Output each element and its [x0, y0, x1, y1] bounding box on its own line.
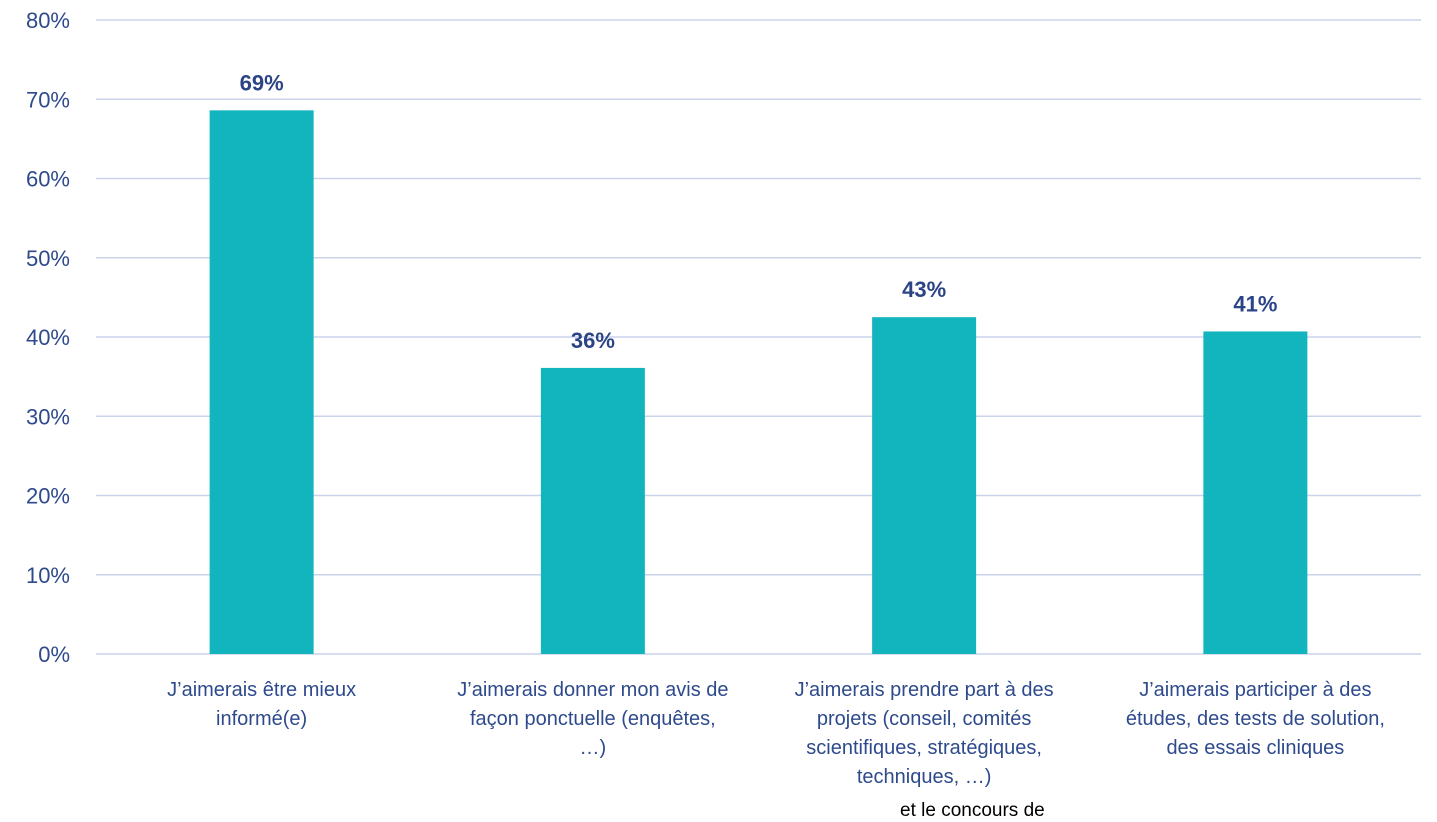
y-tick-label: 80% [26, 8, 70, 33]
data-labels: 69% 36% 43% 41% [240, 70, 1278, 353]
x-tick-label: J’aimerais prendre part à des projets (co… [795, 679, 1054, 788]
x-tick-label: J’aimerais être mieux informé(e) [167, 679, 356, 730]
gridlines [96, 19, 1421, 655]
bar [872, 317, 977, 654]
bar [209, 110, 314, 655]
data-label: 36% [571, 328, 615, 353]
y-tick-label: 20% [26, 484, 70, 509]
x-tick-label: J’aimerais participer à des études, des t… [1126, 679, 1385, 759]
x-tick-label: J’aimerais donner mon avis de façon ponct… [457, 679, 728, 759]
bars [209, 110, 1308, 655]
data-label: 41% [1233, 291, 1277, 316]
bar [540, 367, 645, 654]
data-label: 43% [902, 277, 946, 302]
bar [1203, 331, 1308, 654]
footer-text-fragment: et le concours de [900, 800, 1045, 821]
y-tick-label: 50% [26, 246, 70, 271]
y-tick-label: 40% [26, 325, 70, 350]
data-label: 69% [240, 70, 284, 95]
x-axis: J’aimerais être mieux informé(e) J’aimerai… [167, 679, 1385, 788]
y-tick-label: 30% [26, 404, 70, 429]
y-tick-label: 60% [26, 167, 70, 192]
y-tick-label: 10% [26, 563, 70, 588]
y-tick-label: 0% [38, 642, 70, 667]
y-tick-label: 70% [26, 87, 70, 112]
y-axis: 0% 10% 20% 30% 40% 50% 60% 70% 80% [26, 8, 70, 667]
